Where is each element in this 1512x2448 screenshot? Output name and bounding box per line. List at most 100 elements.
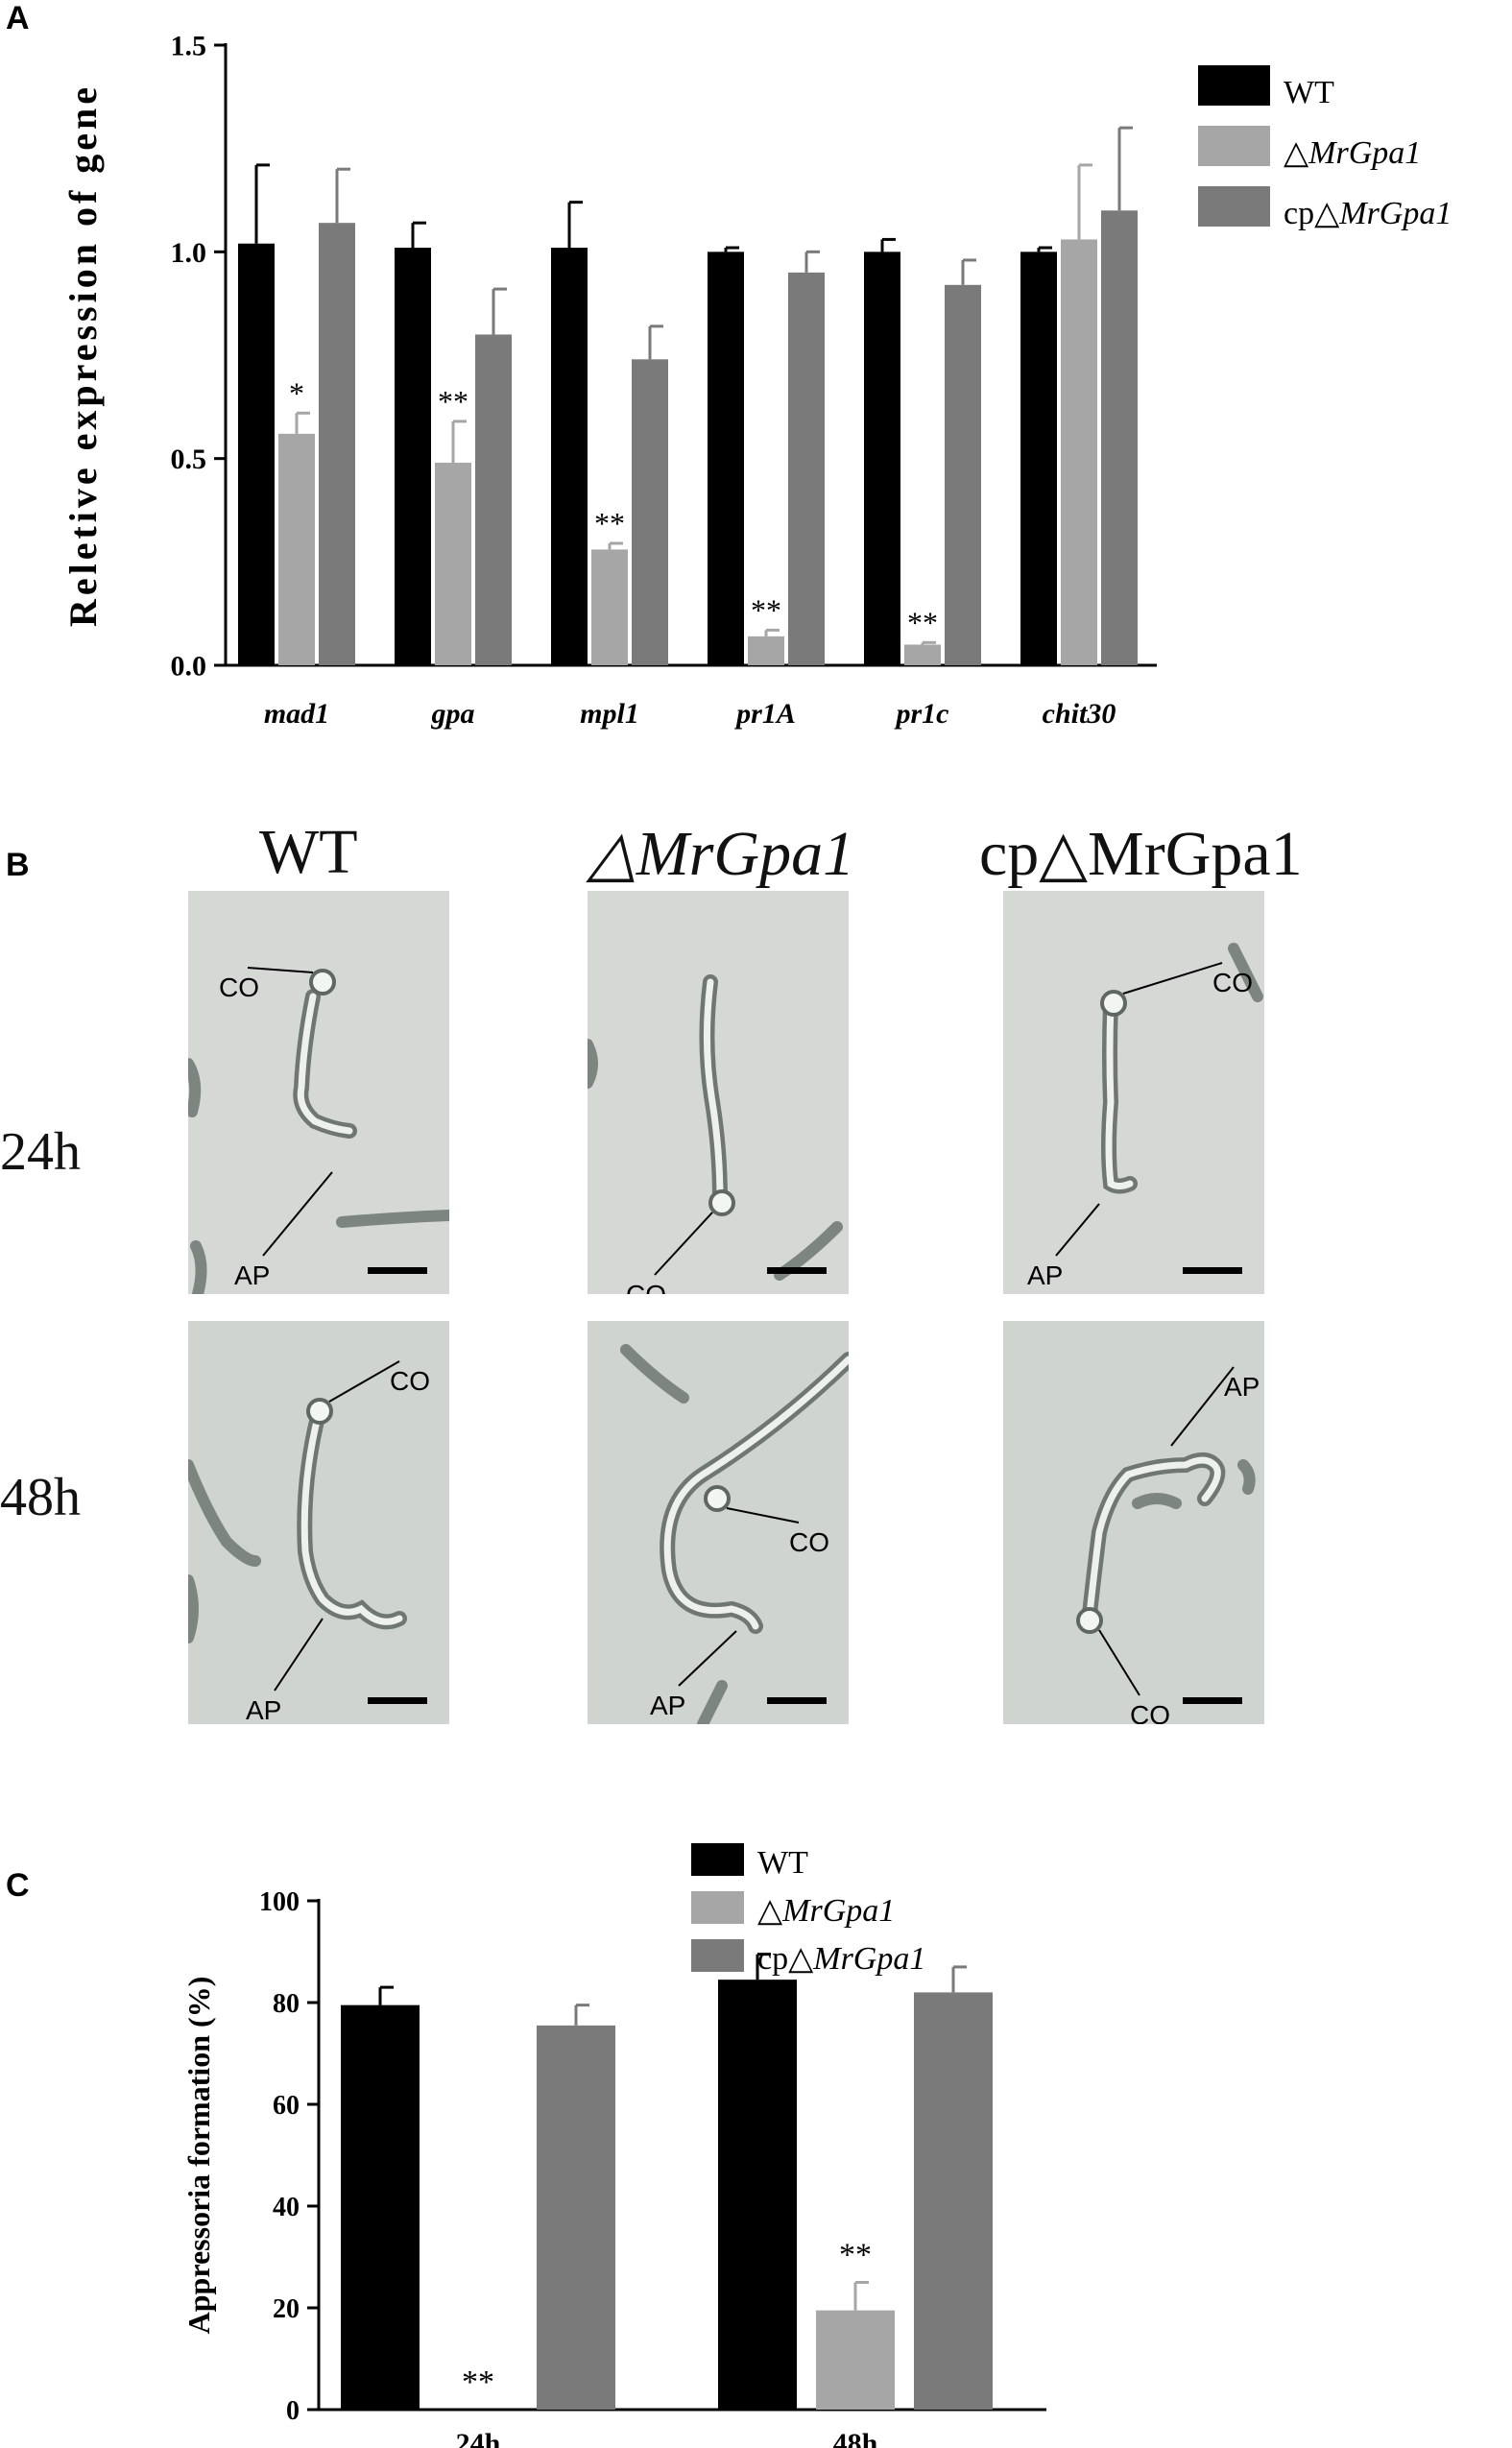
annotation-arrow [654,1212,713,1276]
scale-bar [767,1697,827,1704]
y-tick-label: 0 [286,2396,300,2426]
panel-letter-c: C [6,1867,30,1904]
scale-bar [1183,1697,1242,1704]
annotation-arrow [1122,962,1223,995]
category-label: pr1c [894,698,949,730]
legend-swatch [691,1891,744,1924]
y-tick-label: 0.5 [171,444,207,475]
annotation-arrow [274,1618,324,1692]
bar [904,644,941,665]
micrograph-cell: CO AP [188,891,449,1294]
column-title-wt: WT [259,817,358,887]
annotation-label: CO [390,1366,430,1396]
annotation-arrow [1098,1629,1140,1696]
expression-bar-chart: 0.0 0.5 1.0 1.5 Reletive expression of gene *… [61,31,1452,731]
legend-swatch [1198,126,1270,166]
annotation-arrow [328,1360,400,1403]
legend-label: △MrGpa1 [757,1893,895,1929]
micrograph-background [588,1321,849,1724]
hypha-fragment [188,1459,261,1644]
bar [816,2310,895,2410]
annotation-label: AP [246,1695,281,1724]
legend-swatch [691,1843,744,1876]
row-title-48h: 48h [0,1468,81,1527]
scale-bar [368,1267,427,1274]
bar [537,2025,615,2410]
conidium [306,1398,333,1425]
conidium [309,969,336,996]
conidium [1076,1607,1103,1634]
bar [914,1992,993,2410]
appressoria-bar-chart: 0 20 40 60 80 100 Appressoria formation (%) ** 2… [181,1843,1046,2448]
annotation-label: CO [1212,968,1253,997]
annotation-label: CO [219,972,259,1002]
annotation-label: CO [626,1280,666,1294]
annotation-arrow [1170,1366,1235,1447]
legend-label: WT [757,1845,808,1881]
bar [748,636,784,665]
row-title-24h: 24h [0,1122,81,1182]
annotation-label: CO [1130,1700,1170,1724]
annotation-arrow [726,1507,800,1524]
legend-label: △MrGpa1 [1284,135,1421,171]
scale-bar [1183,1267,1242,1274]
hypha-highlight [300,1413,403,1625]
micrograph-background [1003,1321,1264,1724]
micrograph-cell: CO AP [588,1321,849,1724]
bar [1061,239,1097,665]
y-tick-label: 1.5 [171,31,207,62]
category-label: mpl1 [580,698,639,730]
bar [632,359,668,665]
micrograph-panel: WT △MrGpa1 cp△MrGpa1 24h 48h COAPCOCOAPC… [0,816,1512,1738]
significance-mark: * [289,375,304,410]
hypha-fragment [620,1344,728,1724]
category-label: gpa [431,698,475,730]
bar [788,272,825,665]
annotation-label: AP [1027,1260,1063,1290]
y-tick-label: 40 [273,2193,300,2222]
y-tick-label: 80 [273,1989,300,2019]
hypha-highlight [663,1356,849,1630]
hypha-highlight [1086,1456,1221,1618]
y-tick-label: 0.0 [171,651,207,683]
annotation-label: AP [650,1691,685,1720]
bar [238,243,275,665]
conidium [708,1189,735,1216]
category-label: pr1A [733,698,796,730]
annotation-label: CO [789,1527,829,1557]
micrograph-cell: CO [588,891,849,1294]
bar [1020,252,1057,665]
micrograph-cell: CO AP [188,1321,449,1724]
hypha-fragment [1228,943,1263,1002]
category-label: mad1 [264,698,329,730]
bar [319,223,355,666]
panel-letter-a: A [6,0,30,36]
y-tick-label: 20 [273,2294,300,2324]
micrograph-background [188,1321,449,1724]
significance-mark: ** [438,384,468,419]
bar [591,549,628,665]
micrograph-background [188,891,449,1294]
hypha-highlight [1105,1000,1134,1189]
hypha-highlight [297,993,353,1135]
bar [718,1980,797,2410]
micrograph-cell: CO AP [1003,891,1264,1294]
conidium [1100,990,1127,1017]
annotation-arrow [1055,1203,1100,1257]
bar [435,462,471,665]
significance-mark: ** [907,605,938,639]
legend-label: cp△MrGpa1 [1284,196,1452,231]
significance-mark: ** [751,592,781,627]
significance-mark: ** [462,2364,494,2400]
category-label: chit30 [1043,698,1116,730]
scale-bar [368,1697,427,1704]
annotation-arrow [678,1630,737,1687]
bar [278,433,315,665]
significance-mark: ** [594,506,625,540]
hypha-fragment [188,1058,449,1294]
y-tick-label: 1.0 [171,237,207,269]
annotation-arrow [262,1171,333,1257]
legend: WT △MrGpa1 cp△MrGpa1 [1198,65,1452,231]
chart-plot: 0.0 0.5 1.0 1.5 Reletive expression of gene *… [61,31,1157,730]
annotation-label: AP [234,1260,270,1290]
